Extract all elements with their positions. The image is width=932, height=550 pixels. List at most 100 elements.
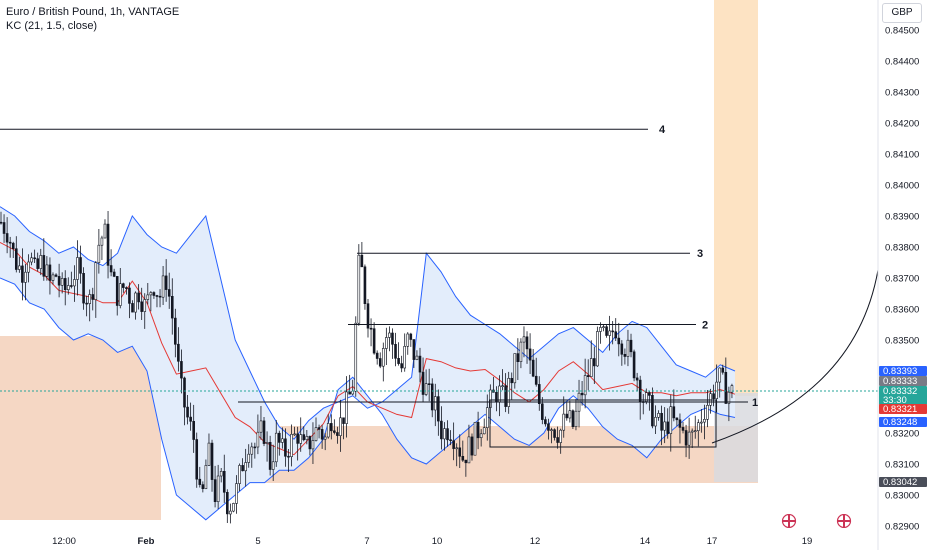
price-label: 0.83321: [879, 404, 927, 415]
price-label: 0.83333: [879, 376, 927, 387]
candle: [571, 409, 575, 429]
y-tick-label: 0.84000: [885, 181, 919, 192]
svg-text:33:30: 33:30: [883, 395, 907, 406]
candle: [385, 327, 388, 365]
keltner-fill: [0, 206, 735, 520]
candle: [531, 349, 535, 378]
candle: [97, 229, 101, 274]
candle: [568, 400, 572, 423]
chart-title: Euro / British Pound, 1h, VANTAGE: [6, 6, 180, 18]
candle: [449, 430, 452, 446]
y-tick-label: 0.84100: [885, 150, 919, 161]
candle: [244, 448, 247, 487]
candle: [507, 371, 510, 414]
y-tick-label: 0.83500: [885, 336, 919, 347]
candle: [369, 318, 373, 347]
x-tick-label: Feb: [138, 536, 155, 547]
candle: [730, 383, 734, 399]
candle: [66, 277, 70, 295]
candle: [235, 475, 238, 514]
candle: [648, 391, 651, 411]
candle: [271, 444, 275, 481]
candle: [589, 340, 593, 378]
price-axis: 0.84500 0.84400 0.84300 0.84200 0.84100 0.840…: [885, 26, 919, 533]
candle: [216, 464, 220, 510]
candle: [131, 300, 134, 313]
candle: [5, 217, 9, 254]
candle: [599, 322, 602, 344]
candle: [189, 402, 192, 431]
candle: [336, 426, 339, 444]
candle: [287, 449, 290, 472]
candle: [544, 416, 547, 427]
x-tick-label: 7: [364, 536, 369, 547]
candle: [48, 257, 52, 295]
candle: [461, 440, 465, 462]
candle: [290, 424, 293, 467]
candle: [180, 349, 183, 394]
candle: [424, 369, 428, 397]
candle: [482, 418, 486, 435]
candle: [360, 242, 364, 268]
candle: [718, 367, 722, 398]
projection-curve[interactable]: [711, 269, 879, 444]
x-tick-label: 5: [255, 536, 260, 547]
candle: [329, 414, 333, 440]
candle: [635, 372, 639, 392]
candle: [672, 389, 676, 422]
candle: [394, 332, 397, 367]
candle: [421, 357, 425, 403]
candle: [11, 241, 15, 258]
range-box[interactable]: [489, 399, 717, 448]
candle: [537, 376, 541, 411]
candle: [137, 284, 140, 310]
candle: [681, 422, 685, 434]
candle: [106, 211, 110, 279]
candle: [118, 268, 122, 309]
candle: [30, 252, 33, 266]
candle: [326, 414, 330, 439]
svg-text:0.83393: 0.83393: [883, 366, 917, 377]
candle: [525, 331, 529, 364]
price-label: 0.83248: [879, 417, 927, 428]
candle: [342, 417, 345, 440]
candle: [262, 417, 266, 447]
candle: [88, 289, 91, 322]
candles: [0, 211, 734, 524]
candle: [721, 364, 725, 375]
candle: [476, 411, 480, 450]
candle: [222, 454, 226, 503]
candle: [559, 428, 562, 454]
candle: [690, 428, 694, 448]
candle: [712, 384, 715, 407]
candle: [586, 359, 590, 391]
candle: [308, 435, 312, 456]
candle: [82, 267, 85, 310]
candle: [696, 419, 700, 447]
candle: [112, 268, 116, 278]
candle: [522, 326, 526, 358]
candle: [657, 410, 660, 421]
candle: [14, 236, 18, 273]
candle: [501, 369, 504, 391]
candle: [128, 282, 131, 319]
candle: [201, 481, 205, 493]
horizontal-levels[interactable]: 4 3 2 1: [0, 124, 758, 409]
candle: [63, 270, 67, 306]
y-tick-label: 0.84300: [885, 88, 919, 99]
candle: [100, 235, 104, 260]
candle: [149, 291, 153, 312]
svg-text:0.83332: 0.83332: [883, 386, 917, 397]
candle: [528, 333, 532, 374]
candle: [94, 261, 98, 318]
currency-button[interactable]: GBP: [882, 3, 922, 23]
candle: [192, 404, 195, 453]
candle: [36, 252, 40, 272]
candle: [317, 424, 321, 439]
price-label: 0.83042: [879, 477, 927, 488]
time-axis: 12:00 Feb 5 7 10 12 14 17 19: [52, 536, 812, 547]
candle: [437, 389, 440, 436]
svg-text:0.83333: 0.83333: [883, 376, 917, 387]
